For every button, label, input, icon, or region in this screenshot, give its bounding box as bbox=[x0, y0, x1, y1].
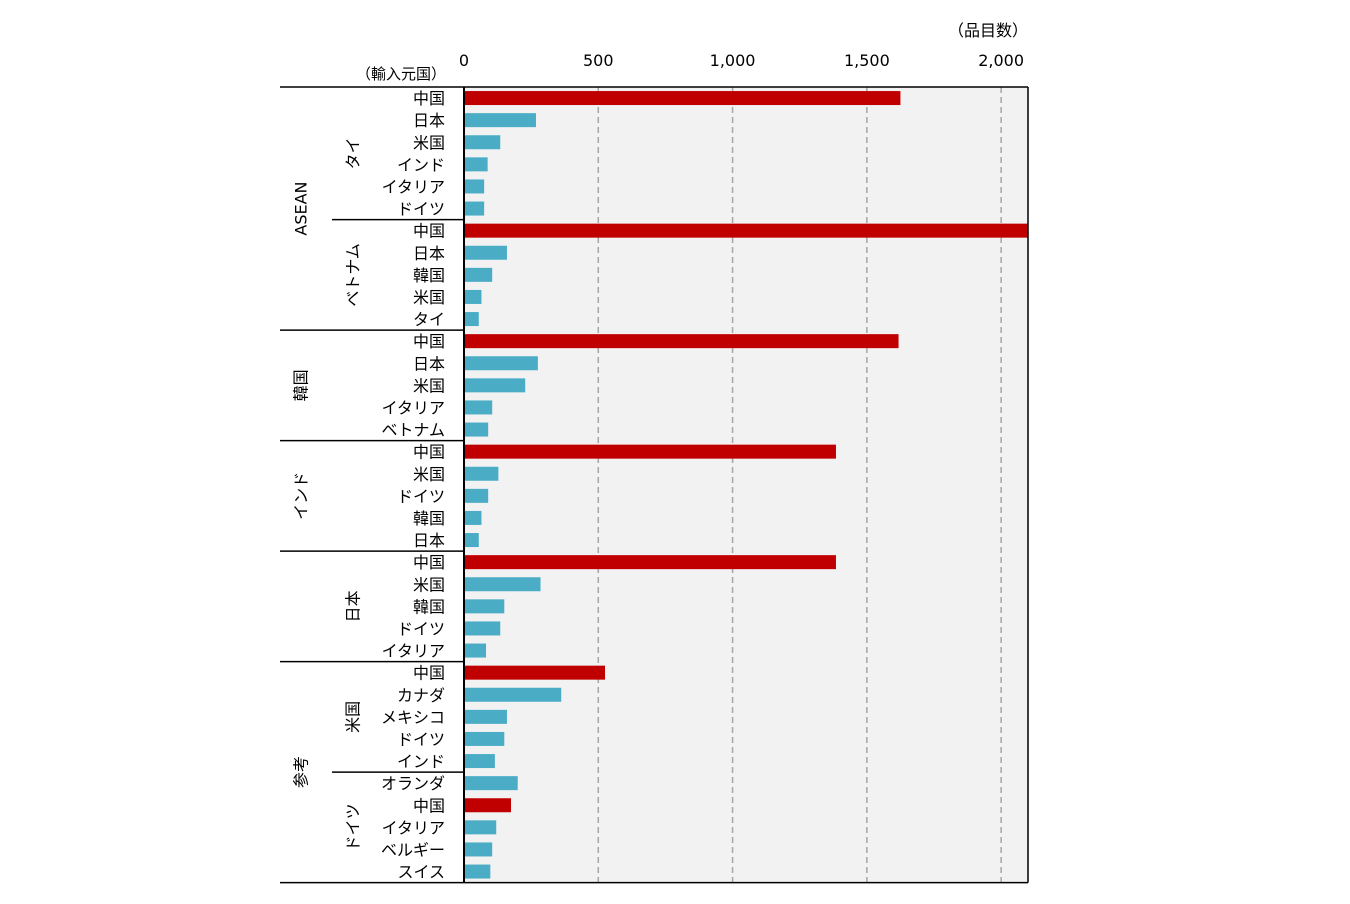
x-tick-label: 0 bbox=[459, 51, 469, 70]
x-tick-label: 1,000 bbox=[710, 51, 756, 70]
category-label: ドイツ bbox=[397, 487, 445, 506]
bar bbox=[465, 400, 493, 415]
category-label: 中国 bbox=[413, 553, 445, 572]
category-label: 米国 bbox=[413, 465, 445, 484]
bar bbox=[465, 113, 536, 128]
bars bbox=[465, 91, 1028, 879]
category-label: 中国 bbox=[413, 443, 445, 462]
category-label: イタリア bbox=[382, 642, 445, 661]
category-label: 米国 bbox=[413, 575, 445, 594]
category-label: 中国 bbox=[413, 796, 445, 815]
bar bbox=[465, 842, 493, 857]
category-label: イタリア bbox=[382, 177, 445, 196]
group-label-inner: タイ bbox=[344, 137, 363, 169]
bar bbox=[465, 356, 538, 371]
bar bbox=[465, 754, 495, 769]
bar bbox=[465, 201, 485, 216]
x-tick-label: 500 bbox=[583, 51, 614, 70]
bar bbox=[465, 312, 479, 327]
group-label-inner: ドイツ bbox=[344, 803, 363, 851]
group-label-outer: 参考 bbox=[292, 756, 311, 788]
plot-area bbox=[464, 87, 1028, 883]
category-label: 中国 bbox=[413, 89, 445, 108]
bar bbox=[465, 776, 518, 791]
bar bbox=[465, 555, 836, 570]
bar bbox=[465, 135, 501, 150]
group-label-inner: 日本 bbox=[344, 590, 363, 622]
category-label: 中国 bbox=[413, 332, 445, 351]
category-label: ドイツ bbox=[397, 200, 445, 219]
bar bbox=[465, 179, 485, 194]
category-label: イタリア bbox=[382, 398, 445, 417]
bar bbox=[465, 466, 499, 481]
x-axis: 0 500 1,000 1,500 2,000 bbox=[459, 51, 1029, 884]
group-label-outer: インド bbox=[292, 472, 311, 520]
bar bbox=[465, 267, 493, 282]
bar bbox=[465, 687, 562, 702]
bar bbox=[465, 444, 836, 459]
bar bbox=[465, 665, 605, 680]
category-label: 日本 bbox=[413, 111, 445, 130]
bar bbox=[465, 378, 526, 393]
category-labels: 中国日本米国インドイタリアドイツ中国日本韓国米国タイ中国日本米国イタリアベトナム… bbox=[381, 89, 445, 882]
bar bbox=[465, 643, 487, 658]
x-tick-label: 2,000 bbox=[978, 51, 1024, 70]
category-label: ドイツ bbox=[397, 730, 445, 749]
bar bbox=[465, 510, 482, 525]
bar bbox=[465, 245, 507, 260]
category-label: 韓国 bbox=[413, 509, 445, 528]
bar bbox=[465, 533, 479, 548]
group-label-inner: ベトナム bbox=[344, 243, 363, 307]
bar bbox=[465, 731, 505, 746]
category-header: （輸入元国） bbox=[356, 65, 446, 83]
category-label: 米国 bbox=[413, 376, 445, 395]
category-label: 韓国 bbox=[413, 597, 445, 616]
gridlines bbox=[597, 87, 1002, 883]
category-label: ドイツ bbox=[397, 619, 445, 638]
category-label: 韓国 bbox=[413, 266, 445, 285]
category-label: 米国 bbox=[413, 133, 445, 152]
bar bbox=[465, 599, 505, 614]
x-tick-label: 1,500 bbox=[844, 51, 890, 70]
category-label: 日本 bbox=[413, 244, 445, 263]
bar bbox=[465, 488, 489, 503]
bar bbox=[465, 157, 488, 172]
unit-label: （品目数） bbox=[948, 21, 1028, 40]
category-label: ベトナム bbox=[381, 421, 445, 440]
bar bbox=[465, 422, 489, 437]
group-label-outer: ASEAN bbox=[292, 181, 311, 235]
category-label: スイス bbox=[397, 863, 445, 882]
category-label: メキシコ bbox=[381, 708, 445, 727]
category-label: ベルギー bbox=[381, 840, 445, 859]
bar bbox=[465, 289, 482, 304]
bar bbox=[465, 223, 1028, 238]
bar bbox=[465, 577, 541, 592]
category-label: 中国 bbox=[413, 664, 445, 683]
category-label: 米国 bbox=[413, 288, 445, 307]
bar bbox=[465, 864, 491, 879]
category-label: 日本 bbox=[413, 531, 445, 550]
category-label: カナダ bbox=[397, 686, 445, 705]
bar bbox=[465, 798, 511, 813]
category-label: 日本 bbox=[413, 354, 445, 373]
bar bbox=[465, 709, 507, 724]
category-label: タイ bbox=[413, 310, 445, 329]
category-label: イタリア bbox=[382, 818, 445, 837]
group-label-inner: 米国 bbox=[344, 701, 363, 733]
category-label: オランダ bbox=[381, 774, 445, 793]
category-label: 中国 bbox=[413, 222, 445, 241]
bar bbox=[465, 820, 497, 835]
bar bbox=[465, 334, 899, 349]
category-label: インド bbox=[397, 752, 445, 771]
group-label-outer: 韓国 bbox=[292, 369, 311, 401]
bar bbox=[465, 621, 501, 636]
bar bbox=[465, 91, 901, 106]
category-label: インド bbox=[397, 155, 445, 174]
